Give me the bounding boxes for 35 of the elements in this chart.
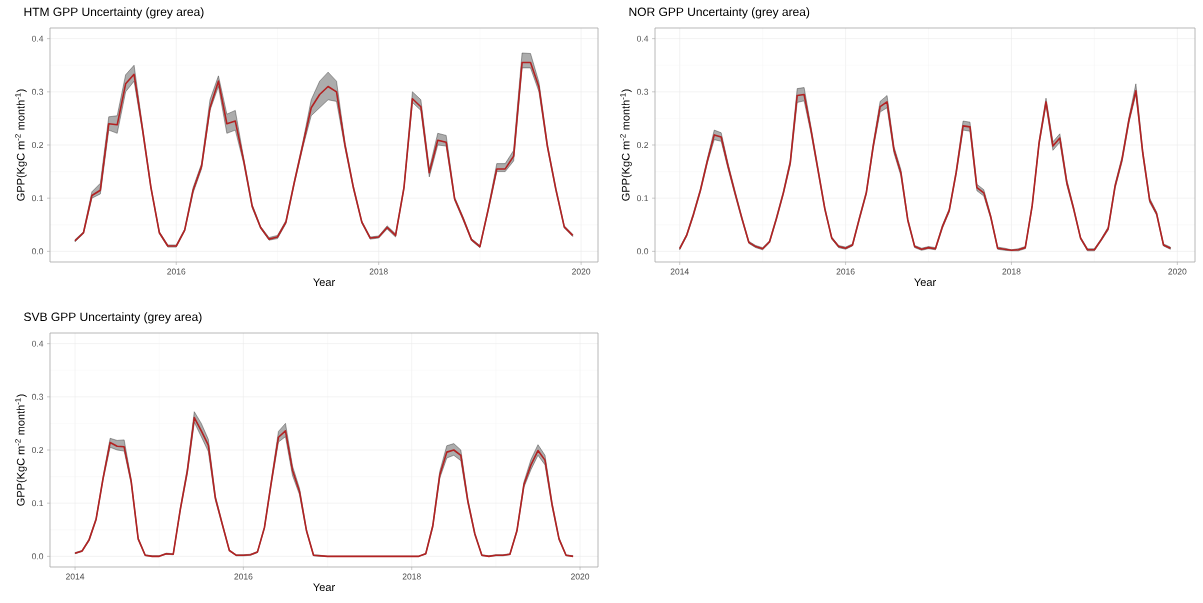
y-tick-label: 0.1 xyxy=(32,500,44,507)
x-tick-label: 2016 xyxy=(836,268,855,275)
x-tick-label: 2020 xyxy=(572,268,591,275)
x-axis-title: Year xyxy=(313,278,335,287)
y-tick-label: 0.4 xyxy=(637,35,649,42)
y-tick-label: 0.4 xyxy=(31,35,44,42)
x-tick-label: 2020 xyxy=(1168,268,1187,275)
y-axis-title: GPP(KgC m$^{-2}$ month$^{-1}$) xyxy=(15,89,27,201)
y-tick-label: 0.3 xyxy=(32,393,44,400)
y-tick-label: 0.0 xyxy=(32,553,44,560)
x-tick-label: 2014 xyxy=(670,268,689,275)
y-axis-title: GPP(KgC m$^{-2}$ month$^{-1}$) xyxy=(15,394,27,506)
y-tick-label: 0.2 xyxy=(637,142,649,148)
chart-title: HTM GPP Uncertainty (grey area) xyxy=(24,7,204,19)
x-tick-label: 2018 xyxy=(369,268,388,275)
y-tick-label: 0.1 xyxy=(637,195,649,202)
x-tick-label: 2016 xyxy=(167,268,186,275)
x-tick-label: 2018 xyxy=(1002,268,1021,275)
x-tick-label: 2014 xyxy=(66,573,85,580)
x-axis-title: Year xyxy=(914,278,936,287)
x-axis-title: Year xyxy=(313,583,335,592)
y-tick-label: 0.2 xyxy=(31,142,44,148)
y-tick-label: 0.3 xyxy=(31,88,44,95)
y-tick-label: 0.0 xyxy=(637,248,649,255)
y-tick-label: 0.3 xyxy=(637,88,649,95)
y-tick-label: 0.1 xyxy=(31,195,44,202)
x-tick-label: 2020 xyxy=(571,573,590,580)
y-axis-title: GPP(KgC m$^{-2}$ month$^{-1}$) xyxy=(620,89,632,201)
y-tick-label: 0.4 xyxy=(32,340,44,347)
x-tick-label: 2018 xyxy=(402,573,421,580)
x-tick-label: 2016 xyxy=(234,573,253,580)
chart-title: SVB GPP Uncertainty (grey area) xyxy=(24,312,202,324)
chart-title: NOR GPP Uncertainty (grey area) xyxy=(629,7,810,19)
y-tick-label: 0.2 xyxy=(32,447,44,453)
y-tick-label: 0.0 xyxy=(31,248,44,255)
